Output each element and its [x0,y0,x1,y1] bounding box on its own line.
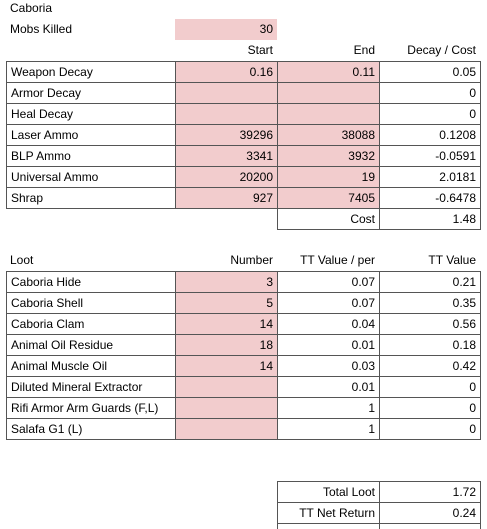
loot-value: 0 [379,397,481,419]
decay-value: -0.6478 [379,187,481,209]
start-value [175,103,278,125]
loot-value: 0.21 [379,271,481,293]
loot-value: 0.18 [379,334,481,356]
loot-number [175,397,278,419]
summary-label: TT Net Return [277,502,380,524]
loot-per: 1 [277,418,380,440]
decay-value: 2.0181 [379,166,481,188]
cost-label: Cost [277,208,380,230]
loot-per: 0.04 [277,313,380,335]
summary-value: 116.1% [379,523,481,529]
decay-value: -0.0591 [379,145,481,167]
end-value: 7405 [277,187,380,209]
loot-number: 5 [175,292,278,314]
row-label: Shrap [6,187,176,209]
decay-value: 0.05 [379,61,481,83]
row-label: Laser Ammo [6,124,176,146]
decay-value: 0 [379,103,481,125]
loot-per: 0.01 [277,376,380,398]
loot-per: 1 [277,397,380,419]
end-value: 0.11 [277,61,380,83]
loot-label: Caboria Hide [6,271,176,293]
end-value: 3932 [277,145,380,167]
loot-value: 0.42 [379,355,481,377]
loot-label: Diluted Mineral Extractor [6,376,176,398]
mobs-value: 30 [175,19,277,40]
column-header: Number [230,253,273,267]
loot-value: 0.56 [379,313,481,335]
decay-value: 0 [379,82,481,104]
summary-label: Total Loot [277,481,380,503]
end-value [277,103,380,125]
end-value: 19 [277,166,380,188]
start-value: 927 [175,187,278,209]
summary-value: 1.72 [379,481,481,503]
loot-label: Rifi Armor Arm Guards (F,L) [6,397,176,419]
end-value: 38088 [277,124,380,146]
start-value: 3341 [175,145,278,167]
loot-per: 0.07 [277,292,380,314]
loot-per: 0.07 [277,271,380,293]
column-header: Start [247,43,273,57]
end-value [277,82,380,104]
loot-per: 0.03 [277,355,380,377]
start-value: 39296 [175,124,278,146]
loot-number: 3 [175,271,278,293]
loot-number: 18 [175,334,278,356]
loot-label: Animal Muscle Oil [6,355,176,377]
loot-number [175,376,278,398]
summary-value: 0.24 [379,502,481,524]
loot-value: 0.35 [379,292,481,314]
loot-label: Animal Oil Residue [6,334,176,356]
row-label: BLP Ammo [6,145,176,167]
loot-number [175,418,278,440]
cost-value: 1.48 [379,208,481,230]
loot-per: 0.01 [277,334,380,356]
decay-value: 0.1208 [379,124,481,146]
loot-value: 0 [379,418,481,440]
loot-number: 14 [175,313,278,335]
loot-label: Caboria Clam [6,313,176,335]
start-value: 20200 [175,166,278,188]
column-header: Decay / Cost [407,43,476,57]
summary-label: TT% Return [277,523,380,529]
title: Caboria [10,1,53,15]
loot-number: 14 [175,355,278,377]
start-value: 0.16 [175,61,278,83]
start-value [175,82,278,104]
loot-value: 0 [379,376,481,398]
row-label: Armor Decay [6,82,176,104]
column-header: TT Value [428,253,476,267]
row-label: Universal Ammo [6,166,176,188]
loot-label: Salafa G1 (L) [6,418,176,440]
loot-label: Caboria Shell [6,292,176,314]
row-label: Heal Decay [6,103,176,125]
row-label: Weapon Decay [6,61,176,83]
column-header: End [353,43,375,57]
column-header: TT Value / per [300,253,375,267]
column-header: Loot [10,253,34,267]
mobs-label: Mobs Killed [10,22,73,36]
